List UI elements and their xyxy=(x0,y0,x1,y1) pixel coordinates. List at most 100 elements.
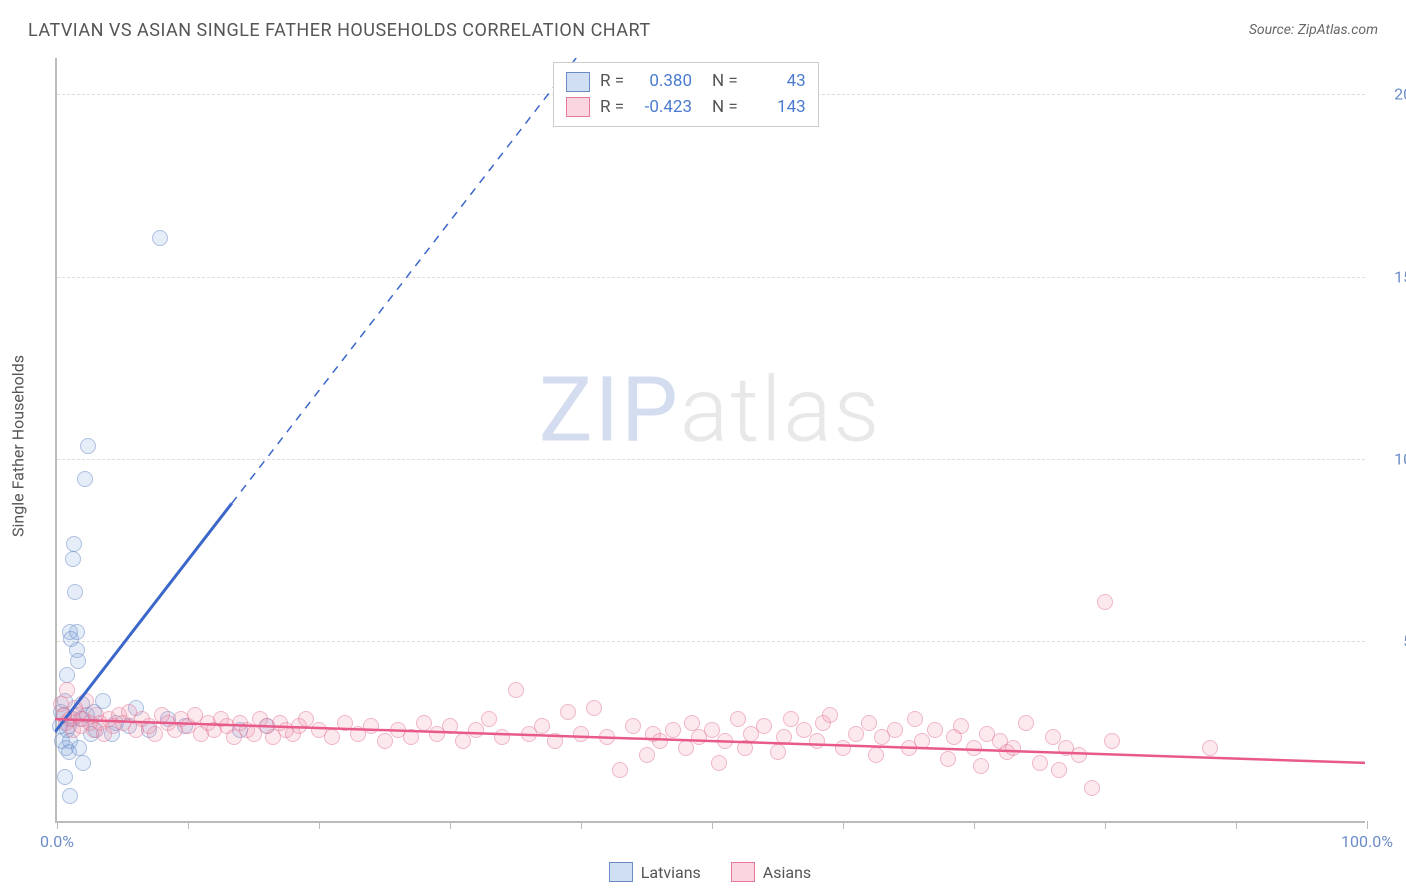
data-point xyxy=(835,740,851,756)
data-point xyxy=(599,729,615,745)
chart-title: LATVIAN VS ASIAN SINGLE FATHER HOUSEHOLD… xyxy=(28,20,651,41)
data-point xyxy=(848,726,864,742)
series-legend-item: Asians xyxy=(731,862,811,882)
data-point xyxy=(1005,740,1021,756)
plot-area: 5.0%10.0%15.0%20.0%0.0%100.0% ZIPatlas xyxy=(55,58,1365,823)
data-point xyxy=(1071,747,1087,763)
data-point xyxy=(665,722,681,738)
data-point xyxy=(940,751,956,767)
data-point xyxy=(730,711,746,727)
data-point xyxy=(363,718,379,734)
data-point xyxy=(678,740,694,756)
data-point xyxy=(776,729,792,745)
data-point xyxy=(1084,780,1100,796)
x-tick-label: 100.0% xyxy=(1341,832,1393,851)
data-point xyxy=(868,747,884,763)
data-point xyxy=(1202,740,1218,756)
data-point xyxy=(481,711,497,727)
legend-r-label: R = xyxy=(600,95,624,121)
gridline xyxy=(57,277,1365,278)
legend-n-value: 143 xyxy=(748,95,806,121)
data-point xyxy=(770,744,786,760)
data-point xyxy=(966,740,982,756)
data-point xyxy=(1097,594,1113,610)
legend-n-label: N = xyxy=(712,95,738,121)
gridline xyxy=(57,641,1365,642)
x-tick xyxy=(1236,821,1237,829)
data-point xyxy=(324,729,340,745)
legend-swatch xyxy=(566,97,590,117)
x-tick xyxy=(581,821,582,829)
x-tick xyxy=(843,821,844,829)
x-tick xyxy=(1105,821,1106,829)
legend-r-value: -0.423 xyxy=(634,95,692,121)
x-tick xyxy=(319,821,320,829)
series-name: Latvians xyxy=(641,863,701,882)
x-tick xyxy=(57,821,58,829)
data-point xyxy=(822,707,838,723)
data-point xyxy=(494,729,510,745)
data-point xyxy=(1104,733,1120,749)
data-point xyxy=(586,700,602,716)
legend-swatch xyxy=(731,862,755,882)
data-point xyxy=(756,718,772,734)
data-point xyxy=(560,704,576,720)
y-tick-label: 15.0% xyxy=(1375,267,1406,286)
data-point xyxy=(62,788,78,804)
x-tick xyxy=(188,821,189,829)
data-point xyxy=(65,551,81,567)
data-point xyxy=(547,733,563,749)
data-point xyxy=(70,653,86,669)
data-point xyxy=(573,726,589,742)
data-point xyxy=(625,718,641,734)
legend-row: R = -0.423 N = 143 xyxy=(566,95,806,121)
series-legend: Latvians Asians xyxy=(55,862,1365,882)
data-point xyxy=(1018,715,1034,731)
gridline xyxy=(57,459,1365,460)
correlation-legend: R = 0.380 N = 43R = -0.423 N = 143 xyxy=(553,62,819,127)
data-point xyxy=(75,755,91,771)
data-point xyxy=(80,438,96,454)
data-point xyxy=(67,584,83,600)
data-point xyxy=(71,740,87,756)
x-tick xyxy=(974,821,975,829)
data-point xyxy=(66,536,82,552)
source-label: Source: ZipAtlas.com xyxy=(1249,22,1378,38)
legend-swatch xyxy=(609,862,633,882)
legend-row: R =0.380N =43 xyxy=(566,69,806,95)
data-point xyxy=(57,769,73,785)
series-legend-item: Latvians xyxy=(609,862,701,882)
legend-swatch xyxy=(566,72,590,92)
data-point xyxy=(717,733,733,749)
data-point xyxy=(652,733,668,749)
y-tick-label: 20.0% xyxy=(1375,85,1406,104)
legend-r-value: 0.380 xyxy=(634,69,692,95)
data-point xyxy=(1051,762,1067,778)
data-point xyxy=(887,722,903,738)
data-point xyxy=(612,762,628,778)
x-tick-label: 0.0% xyxy=(40,832,74,851)
data-point xyxy=(152,230,168,246)
data-point xyxy=(907,711,923,727)
data-point xyxy=(95,693,111,709)
data-point xyxy=(377,733,393,749)
data-point xyxy=(455,733,471,749)
legend-r-label: R = xyxy=(600,69,624,95)
x-tick xyxy=(712,821,713,829)
data-point xyxy=(953,718,969,734)
data-point xyxy=(147,726,163,742)
legend-n-value: 43 xyxy=(748,69,806,95)
data-point xyxy=(442,718,458,734)
data-point xyxy=(403,729,419,745)
data-point xyxy=(914,733,930,749)
data-point xyxy=(508,682,524,698)
data-point xyxy=(77,471,93,487)
data-point xyxy=(639,747,655,763)
data-point xyxy=(59,682,75,698)
y-tick-label: 10.0% xyxy=(1375,449,1406,468)
y-tick-label: 5.0% xyxy=(1375,631,1406,650)
x-tick xyxy=(1367,821,1368,829)
data-point xyxy=(861,715,877,731)
data-point xyxy=(711,755,727,771)
data-point xyxy=(69,624,85,640)
